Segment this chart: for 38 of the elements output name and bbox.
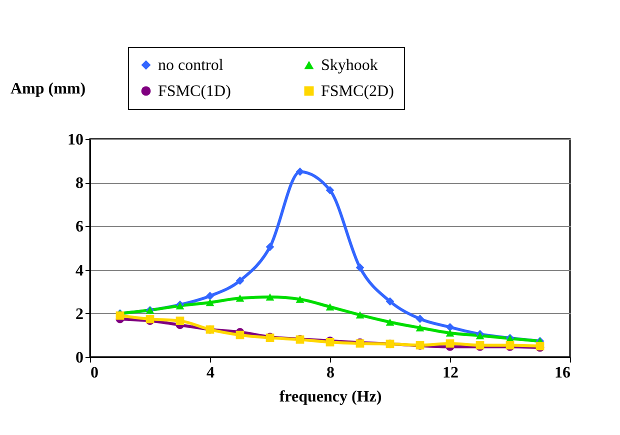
- point: [446, 329, 454, 337]
- point: [356, 311, 364, 319]
- point: [266, 293, 274, 301]
- point: [326, 303, 334, 310]
- point: [446, 339, 454, 348]
- x-tick-label: 0: [90, 364, 98, 382]
- point: [476, 332, 484, 340]
- point: [206, 298, 214, 306]
- point: [356, 263, 364, 272]
- legend-label: FSMC(1D): [158, 83, 231, 100]
- point: [236, 276, 244, 285]
- y-tick-label: 8: [76, 175, 84, 192]
- point: [416, 324, 424, 332]
- y-tick-label: 4: [76, 262, 84, 280]
- point: [266, 242, 274, 252]
- point: [236, 294, 244, 302]
- x-axis-title: frequency (Hz): [279, 388, 382, 406]
- point: [296, 296, 304, 303]
- point: [446, 322, 454, 332]
- point: [386, 297, 394, 306]
- y-tick-label: 10: [68, 132, 84, 148]
- legend-label: Skyhook: [321, 57, 378, 74]
- point: [326, 186, 334, 194]
- point: [176, 316, 184, 325]
- x-tick-label: 8: [326, 364, 334, 382]
- point: [386, 318, 394, 326]
- y-axis-title: Amp (mm): [10, 80, 86, 98]
- legend-label: FSMC(2D): [321, 83, 394, 100]
- point: [236, 330, 244, 340]
- y-tick-label: 6: [76, 218, 84, 236]
- y-tick-label: 2: [76, 306, 84, 323]
- x-tick-label: 4: [206, 364, 214, 382]
- point: [416, 314, 424, 324]
- legend-label: no control: [158, 57, 224, 74]
- x-tick-label: 16: [554, 364, 570, 382]
- y-tick-label: 0: [76, 350, 84, 366]
- point: [206, 292, 214, 300]
- x-tick-label: 12: [442, 364, 458, 382]
